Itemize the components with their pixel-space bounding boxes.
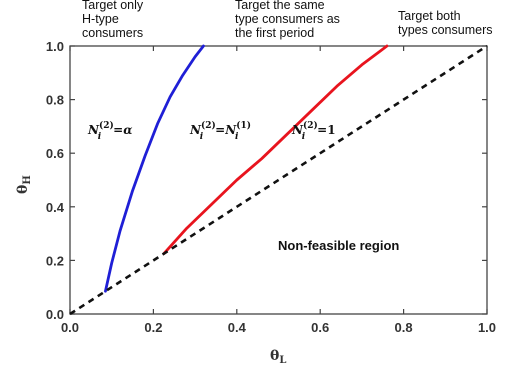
region-alpha-sup: (2) [99, 120, 114, 131]
top-label-right-1: Target both [398, 9, 461, 23]
dashed-diagonal-line [69, 44, 488, 316]
x-tick-label: 1.0 [478, 320, 496, 335]
region-label-alpha: N(2) i =α [87, 120, 132, 142]
top-label-right-2: types consumers [398, 23, 492, 37]
blue-boundary-curve [104, 44, 205, 293]
plot-frame [69, 45, 488, 315]
y-tick-label: 0.2 [46, 253, 64, 268]
top-label-left-3: consumers [82, 26, 143, 40]
region-label-infeasible: Non-feasible region [278, 238, 399, 253]
x-tick-label: 0.0 [61, 320, 79, 335]
region-same-rhs-sup: (1) [236, 120, 251, 131]
y-axis-title-sub: H [22, 175, 33, 184]
region-alpha-rhs: α [123, 123, 132, 137]
x-axis-title-main: θ [270, 348, 279, 364]
y-tick-label: 0.4 [46, 200, 65, 215]
region-alpha-sym: N [87, 123, 100, 137]
region-same-rhs-sym: N [224, 123, 237, 137]
axis-ticks: 0.0 0.2 0.4 0.6 0.8 1.0 0.0 0.2 0.4 0.6 0.8 1.0 [46, 39, 496, 335]
region-one-eq: = [317, 123, 327, 137]
y-tick-label: 1.0 [46, 39, 64, 54]
top-label-middle-1: Target the same [235, 0, 325, 12]
x-tick-label: 0.8 [395, 320, 413, 335]
series-layer [69, 44, 488, 316]
region-same-sym: N [189, 123, 202, 137]
x-tick-label: 0.2 [144, 320, 162, 335]
region-same-sup: (2) [201, 120, 216, 131]
top-label-middle-2: type consumers as [235, 12, 340, 26]
x-axis-title-sub: L [279, 355, 286, 366]
y-tick-label: 0.6 [46, 146, 64, 161]
top-labels: Target only H-type consumers Target the … [82, 0, 492, 40]
y-axis-title: θH [15, 175, 33, 194]
y-tick-label: 0.0 [46, 307, 64, 322]
x-axis-title: θL [270, 348, 286, 366]
red-boundary-curve [162, 44, 389, 256]
region-alpha-eq: = [113, 123, 123, 137]
region-alpha-sub: i [98, 132, 102, 142]
region-label-same: N(2) i =N(1) i [189, 120, 251, 142]
x-tick-label: 0.4 [228, 320, 247, 335]
x-tick-label: 0.6 [311, 320, 329, 335]
region-same-eq: = [215, 123, 225, 137]
region-one-sup: (2) [303, 120, 318, 131]
region-same-rhs-sub: i [235, 132, 239, 142]
top-label-left-2: H-type [82, 12, 119, 26]
region-one-sym: N [291, 123, 304, 137]
region-label-one: N(2) i =1 [291, 120, 336, 142]
top-label-left-1: Target only [82, 0, 144, 12]
region-one-rhs: 1 [327, 123, 335, 137]
y-tick-label: 0.8 [46, 93, 64, 108]
top-label-middle-3: the first period [235, 26, 314, 40]
y-axis-title-main: θ [15, 185, 31, 194]
region-same-sub: i [200, 132, 204, 142]
region-one-sub: i [302, 132, 306, 142]
